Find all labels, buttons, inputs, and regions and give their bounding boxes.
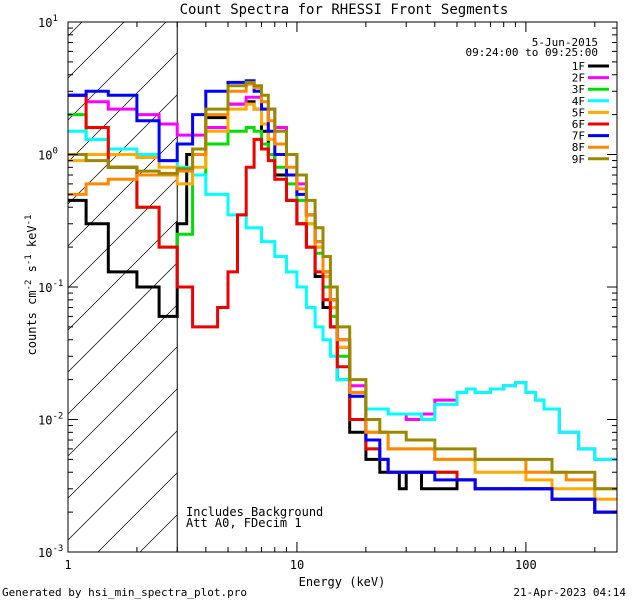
legend-label-3F: 3F	[572, 83, 585, 96]
x-tick-label: 1	[64, 558, 71, 572]
footer-generated-by: Generated by hsi_min_spectra_plot.pro	[2, 586, 247, 599]
y-tick-label: 10-2	[38, 412, 63, 428]
hatch-line	[68, 22, 125, 79]
hatch-line	[68, 430, 178, 541]
legend-label-6F: 6F	[572, 118, 585, 131]
series-layer	[68, 79, 617, 514]
legend-label-4F: 4F	[572, 95, 585, 108]
chart-time-range: 09:24:00 to 09:25:00	[466, 46, 598, 59]
plot-frame	[67, 21, 618, 553]
hatch-line	[68, 220, 178, 331]
legend-label-7F: 7F	[572, 130, 585, 143]
legend-label-9F: 9F	[572, 153, 585, 166]
legend-label-2F: 2F	[572, 72, 585, 85]
legend-label-5F: 5F	[572, 106, 585, 119]
chart-date: 5-Jun-2015	[532, 36, 598, 49]
x-axis-label: Energy (keV)	[299, 575, 386, 589]
x-tick-label: 100	[515, 558, 537, 572]
annotation-attenuator: Att A0, FDecim 1	[186, 516, 302, 530]
annotation-background: Includes Background	[186, 505, 323, 519]
legend-label-1F: 1F	[572, 60, 585, 73]
y-axis-label: counts cm-2 s-1 keV-1	[24, 215, 39, 356]
series-line-9F	[68, 80, 617, 491]
hatch-line	[68, 346, 178, 457]
y-tick-label: 10-3	[38, 544, 63, 560]
hatch-line	[68, 178, 178, 289]
chart-title: Count Spectra for RHESSI Front Segments	[180, 2, 509, 18]
y-tick-label: 10-1	[38, 279, 63, 295]
hatch-line	[68, 22, 167, 121]
series-line-4F	[68, 129, 617, 461]
footer-timestamp: 21-Apr-2023 04:14	[513, 586, 626, 599]
legend-label-8F: 8F	[572, 141, 585, 154]
hatch-line	[68, 388, 178, 499]
y-tick-label: 101	[38, 14, 58, 30]
y-tick-label: 100	[38, 147, 58, 163]
x-tick-label: 10	[290, 558, 304, 572]
axes: 1 10 100 101 100 10-1 10-2 10-3	[38, 14, 617, 572]
